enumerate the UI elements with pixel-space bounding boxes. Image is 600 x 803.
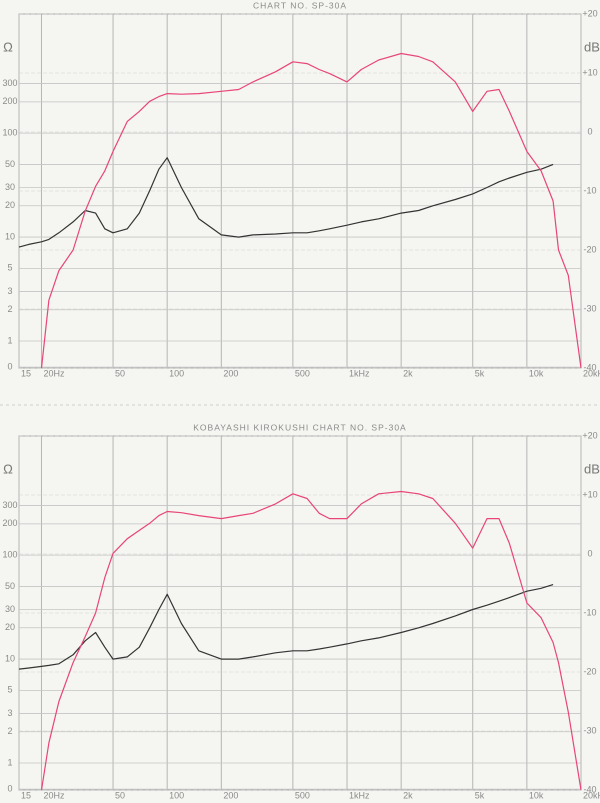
y-tick-label: 10	[5, 231, 15, 241]
y-tick-label: 1	[7, 757, 12, 767]
y2-tick-label: -30	[583, 303, 596, 313]
y-tick-label: 300	[2, 78, 17, 88]
x-tick-label: 500	[295, 790, 310, 800]
chart-title: KOBAYASHI KIROKUSHI CHART NO. SP-30A	[193, 422, 406, 432]
y-tick-label: 3	[7, 708, 12, 718]
y-axis-label: Ω	[3, 39, 13, 54]
x-tick-label: 100	[169, 790, 184, 800]
x-tick-label: 20kHz	[583, 368, 600, 378]
y-tick-label: 30	[5, 604, 15, 614]
y2-tick-label: -40	[583, 784, 596, 794]
impedance-line	[18, 584, 554, 670]
y-tick-label: 1	[7, 335, 12, 345]
impedance-line	[18, 157, 554, 248]
x-tick-label: 50	[115, 790, 125, 800]
y2-tick-label: -20	[583, 244, 596, 254]
y-tick-label: 10	[5, 653, 15, 663]
y-tick-label: 200	[2, 96, 17, 106]
x-tick-label: 200	[223, 368, 238, 378]
x-tick-label: 2k	[403, 368, 413, 378]
x-tick-label: 50	[115, 368, 125, 378]
y-axis-label: Ω	[3, 461, 13, 476]
x-tick-label: 500	[295, 368, 310, 378]
y-tick-label: 100	[2, 550, 17, 560]
x-tick-label: 1kHz	[349, 790, 370, 800]
y2-tick-label: 0	[587, 548, 592, 558]
y2-tick-label: -10	[583, 607, 596, 617]
x-tick-label: 20kHz	[583, 790, 600, 800]
y2-axis-label: dB	[584, 39, 600, 54]
y-tick-label: 20	[5, 200, 15, 210]
y-tick-label: 200	[2, 518, 17, 528]
x-tick-label: 100	[169, 368, 184, 378]
response-line	[40, 490, 582, 791]
y2-tick-label: +10	[582, 489, 597, 499]
y-tick-label: 3	[7, 286, 12, 296]
y2-tick-label: -20	[583, 666, 596, 676]
x-tick-label: 15	[21, 368, 31, 378]
x-tick-label: 15	[21, 790, 31, 800]
y2-tick-label: +20	[582, 430, 597, 440]
x-tick-label: 20Hz	[43, 790, 65, 800]
y-tick-label: 2	[7, 726, 12, 736]
y-tick-label: 300	[2, 500, 17, 510]
y-tick-label: 0	[7, 784, 12, 794]
y-tick-label: 20	[5, 622, 15, 632]
y2-tick-label: +10	[582, 67, 597, 77]
y2-tick-label: -10	[583, 185, 596, 195]
x-tick-label: 5k	[475, 790, 485, 800]
x-tick-label: 20Hz	[43, 368, 65, 378]
y2-tick-label: -30	[583, 725, 596, 735]
x-tick-label: 200	[223, 790, 238, 800]
y-tick-label: 100	[2, 128, 17, 138]
y2-tick-label: +20	[582, 8, 597, 18]
x-tick-label: 10k	[529, 368, 544, 378]
response-line	[40, 52, 582, 369]
x-tick-label: 5k	[475, 368, 485, 378]
y-tick-label: 30	[5, 182, 15, 192]
x-tick-label: 10k	[529, 790, 544, 800]
y2-axis-label: dB	[584, 461, 600, 476]
x-tick-label: 2k	[403, 790, 413, 800]
y-tick-label: 5	[7, 263, 12, 273]
y-tick-label: 50	[5, 581, 15, 591]
y-tick-label: 0	[7, 362, 12, 372]
y-tick-label: 2	[7, 304, 12, 314]
y-tick-label: 50	[5, 159, 15, 169]
y2-tick-label: 0	[587, 126, 592, 136]
chart-title: CHART NO. SP-30A	[253, 0, 347, 10]
y2-tick-label: -40	[583, 362, 596, 372]
y-tick-label: 5	[7, 685, 12, 695]
x-tick-label: 1kHz	[349, 368, 370, 378]
